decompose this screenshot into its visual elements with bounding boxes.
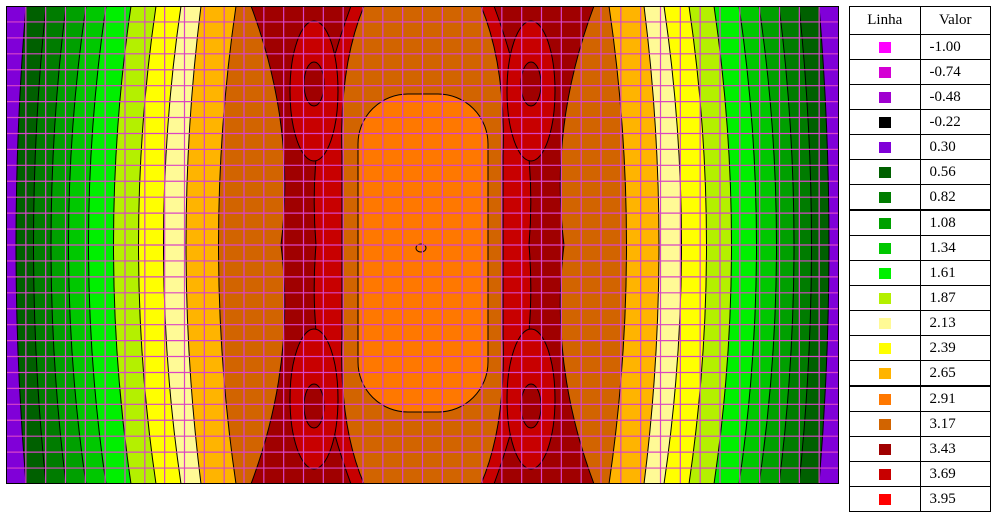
legend-value: 2.39 (919, 335, 991, 361)
legend-value: -0.48 (919, 84, 991, 110)
legend-row: -0.48 (849, 84, 991, 110)
legend-swatch (878, 443, 891, 455)
legend-swatch (878, 393, 891, 405)
legend-swatch (878, 292, 891, 304)
legend-value: -0.22 (919, 109, 991, 135)
legend-swatch (878, 493, 891, 505)
legend-swatch-cell (849, 461, 921, 487)
legend-swatch-cell (849, 360, 921, 387)
legend-value: -0.74 (919, 59, 991, 85)
legend-value: 1.61 (919, 260, 991, 286)
legend-row: -1.00 (849, 34, 991, 60)
legend-swatch (878, 342, 891, 354)
legend-swatch (878, 242, 891, 254)
legend-value: 0.30 (919, 134, 991, 160)
legend-row: 2.39 (849, 335, 991, 361)
legend-value: 2.13 (919, 310, 991, 336)
mesh-grid (6, 6, 839, 484)
contour-band-3.95-left-bottom (303, 383, 325, 429)
legend-swatch (878, 141, 891, 153)
legend-value: 3.95 (919, 486, 991, 512)
legend-row: -0.74 (849, 59, 991, 85)
legend-swatch-cell (849, 59, 921, 85)
legend-swatch (878, 41, 891, 53)
legend-row: 1.87 (849, 285, 991, 311)
legend-swatch (878, 166, 891, 178)
legend-row: 3.95 (849, 486, 991, 512)
legend-value: 0.82 (919, 184, 991, 211)
legend-table: Linha Valor -1.00 -0.74 -0.48 -0.22 0.30 0.56… (849, 6, 991, 512)
legend-row: 3.17 (849, 411, 991, 437)
legend-swatch (878, 468, 891, 480)
legend-row: 1.34 (849, 235, 991, 261)
contour-band-3.95-right-top (520, 61, 542, 107)
legend-swatch (878, 91, 891, 103)
legend-swatch (878, 66, 891, 78)
legend-swatch-cell (849, 335, 921, 361)
contour-band-3.95-right-bottom (520, 383, 542, 429)
legend-swatch-cell (849, 34, 921, 60)
legend-swatch-cell (849, 486, 921, 512)
legend-swatch-cell (849, 84, 921, 110)
legend-value: 1.87 (919, 285, 991, 311)
legend-swatch-cell (849, 159, 921, 185)
legend-swatch (878, 191, 891, 203)
legend-value: 3.17 (919, 411, 991, 437)
legend-row: 3.43 (849, 436, 991, 462)
legend-swatch (878, 116, 891, 128)
legend-body: -1.00 -0.74 -0.48 -0.22 0.30 0.56 0.82 1.08 1.34… (849, 34, 991, 512)
legend-swatch (878, 217, 891, 229)
legend-row: 0.30 (849, 134, 991, 160)
legend-row: 1.61 (849, 260, 991, 286)
legend-header-value: Valor (919, 6, 991, 35)
legend-swatch-cell (849, 436, 921, 462)
legend-header-line: Linha (849, 6, 921, 35)
legend-row: 2.13 (849, 310, 991, 336)
legend-swatch (878, 418, 891, 430)
legend-swatch-cell (849, 310, 921, 336)
legend-swatch-cell (849, 385, 921, 412)
legend-row: 3.69 (849, 461, 991, 487)
legend-swatch-cell (849, 285, 921, 311)
legend-value: -1.00 (919, 34, 991, 60)
legend-value: 2.65 (919, 360, 991, 387)
legend-value: 1.08 (919, 209, 991, 236)
legend-swatch-cell (849, 235, 921, 261)
legend-value: 3.43 (919, 436, 991, 462)
legend-swatch (878, 267, 891, 279)
legend-swatch (878, 317, 891, 329)
legend-value: 0.56 (919, 159, 991, 185)
legend-swatch-cell (849, 209, 921, 236)
legend-row: -0.22 (849, 109, 991, 135)
legend-row: 0.56 (849, 159, 991, 185)
legend-row: 2.65 (849, 360, 991, 387)
center-point (415, 243, 427, 253)
legend-row: 2.91 (849, 385, 991, 412)
legend-value: 3.69 (919, 461, 991, 487)
legend-swatch-cell (849, 260, 921, 286)
legend-value: 2.91 (919, 385, 991, 412)
legend-swatch-cell (849, 411, 921, 437)
legend-value: 1.34 (919, 235, 991, 261)
legend-swatch (878, 367, 891, 379)
legend-swatch-cell (849, 184, 921, 211)
legend-row: 1.08 (849, 209, 991, 236)
contour-plot (6, 6, 839, 484)
contour-band-3.95-left-top (303, 61, 325, 107)
legend-swatch-cell (849, 134, 921, 160)
legend-swatch-cell (849, 109, 921, 135)
legend-row: 0.82 (849, 184, 991, 211)
plot-frame (6, 6, 839, 484)
